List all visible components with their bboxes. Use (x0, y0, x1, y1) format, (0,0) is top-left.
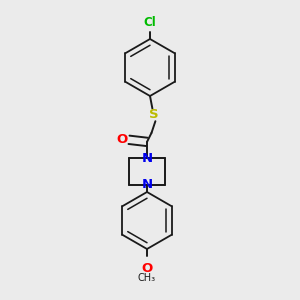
Text: Cl: Cl (144, 16, 156, 28)
Text: CH₃: CH₃ (138, 273, 156, 283)
Text: N: N (141, 152, 153, 165)
Text: O: O (116, 133, 127, 146)
Text: N: N (141, 178, 153, 191)
Text: S: S (149, 108, 159, 122)
Text: O: O (141, 262, 153, 275)
